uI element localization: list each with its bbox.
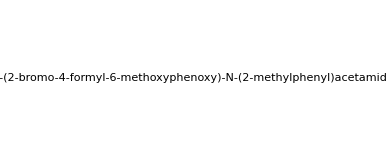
Text: 2-(2-bromo-4-formyl-6-methoxyphenoxy)-N-(2-methylphenyl)acetamide: 2-(2-bromo-4-formyl-6-methoxyphenoxy)-N-…: [0, 73, 386, 83]
